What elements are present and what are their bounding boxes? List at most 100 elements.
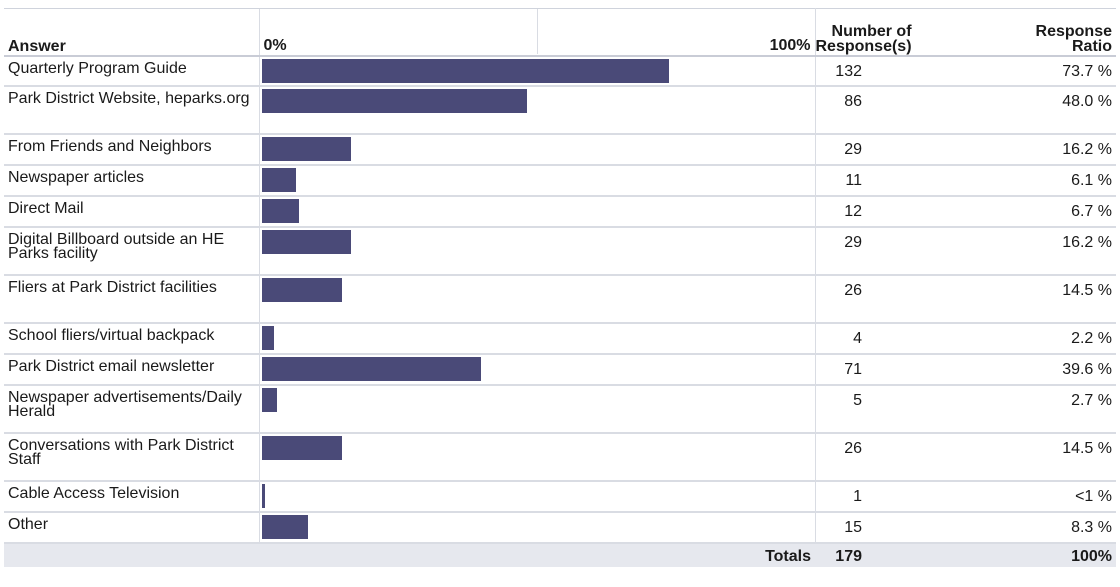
bar-cell [258,165,816,197]
response-count: 1 [815,481,995,513]
answer-label: Other [4,512,259,544]
response-bar [261,484,265,508]
bar-cell [258,512,816,544]
table-row: Cable Access Television 1 <1 % [4,481,1116,513]
table-row: Direct Mail 12 6.7 % [4,196,1116,228]
totals-row: Totals 179 100% [4,543,1116,567]
response-count: 29 [815,134,995,166]
ratio-header-line2: Ratio [1072,38,1112,55]
answer-label: Newspaper advertisements/Daily Herald [4,385,259,434]
bar-track [261,89,814,113]
scale-min-label: 0% [263,37,287,54]
response-ratio: <1 % [995,481,1116,513]
totals-count: 179 [815,543,995,567]
bar-cell [258,323,816,355]
response-count: 29 [815,227,995,276]
bar-track [261,326,814,350]
response-bar [261,230,351,254]
response-bar [261,326,274,350]
response-count: 12 [815,196,995,228]
answer-label: Newspaper articles [4,165,259,197]
ratio-header-line1: Response [1035,23,1112,40]
response-bar [261,357,481,381]
response-bar [261,168,296,192]
response-ratio: 16.2 % [995,227,1116,276]
answer-label: Cable Access Television [4,481,259,513]
bar-track [261,230,814,254]
response-bar [261,388,277,412]
response-count: 132 [815,56,995,87]
survey-results-table: Answer 0% 100% Number of Response(s) Res… [4,8,1116,567]
bar-cell [258,134,816,166]
response-ratio: 14.5 % [995,275,1116,324]
bar-cell [258,227,816,276]
response-ratio: 48.0 % [995,86,1116,135]
response-count: 4 [815,323,995,355]
answer-label: School fliers/virtual backpack [4,323,259,355]
count-column-header: Number of Response(s) [815,8,995,57]
totals-spacer [4,543,259,567]
answer-label: Conversations with Park District Staff [4,433,259,482]
response-count: 26 [815,433,995,482]
table-row: From Friends and Neighbors 29 16.2 % [4,134,1116,166]
response-ratio: 16.2 % [995,134,1116,166]
table-row: Conversations with Park District Staff 26… [4,433,1116,482]
bar-cell [258,86,816,135]
response-bar [261,59,669,83]
bar-scale-header: 0% 100% [258,8,816,57]
response-bar [261,278,342,302]
answer-label: From Friends and Neighbors [4,134,259,166]
response-ratio: 6.7 % [995,196,1116,228]
bar-track [261,515,814,539]
bar-cell [258,56,816,87]
bar-cell [258,275,816,324]
bar-track [261,59,814,83]
bar-cell [258,354,816,386]
response-count: 71 [815,354,995,386]
bar-scale: 0% 100% [260,9,815,54]
scale-max-label: 100% [769,37,811,54]
answer-label: Digital Billboard outside an HE Parks fa… [4,227,259,276]
response-ratio: 14.5 % [995,433,1116,482]
response-count: 15 [815,512,995,544]
table-row: School fliers/virtual backpack 4 2.2 % [4,323,1116,355]
answer-label: Direct Mail [4,196,259,228]
response-ratio: 6.1 % [995,165,1116,197]
answer-label: Park District email newsletter [4,354,259,386]
bar-cell [258,481,816,513]
answer-label: Fliers at Park District facilities [4,275,259,324]
response-count: 11 [815,165,995,197]
bar-track [261,436,814,460]
response-bar [261,199,299,223]
bar-cell [258,196,816,228]
count-header-line1: Number of [831,23,912,40]
bar-track [261,199,814,223]
response-count: 26 [815,275,995,324]
response-count: 5 [815,385,995,434]
answer-column-header: Answer [4,8,259,57]
bar-cell [258,385,816,434]
scale-midline [536,9,538,54]
ratio-column-header: Response Ratio [995,8,1116,57]
table-row: Park District Website, heparks.org 86 48.0… [4,86,1116,135]
table-row: Fliers at Park District facilities 26 14.5… [4,275,1116,324]
table-row: Newspaper articles 11 6.1 % [4,165,1116,197]
answer-label: Park District Website, heparks.org [4,86,259,135]
response-bar [261,436,342,460]
response-ratio: 2.2 % [995,323,1116,355]
response-bar [261,515,308,539]
table-row: Newspaper advertisements/Daily Herald 5 2.… [4,385,1116,434]
bar-cell [258,433,816,482]
table-header-row: Answer 0% 100% Number of Response(s) Res… [4,8,1116,57]
response-ratio: 39.6 % [995,354,1116,386]
response-ratio: 2.7 % [995,385,1116,434]
bar-track [261,388,814,412]
table-body: Quarterly Program Guide 132 73.7 % Park Dis… [4,56,1116,544]
table-row: Quarterly Program Guide 132 73.7 % [4,56,1116,87]
table-row: Park District email newsletter 71 39.6 % [4,354,1116,386]
totals-ratio: 100% [995,543,1116,567]
table-row: Digital Billboard outside an HE Parks fa… [4,227,1116,276]
totals-label: Totals [259,543,815,567]
bar-track [261,357,814,381]
count-header-line2: Response(s) [815,38,912,55]
